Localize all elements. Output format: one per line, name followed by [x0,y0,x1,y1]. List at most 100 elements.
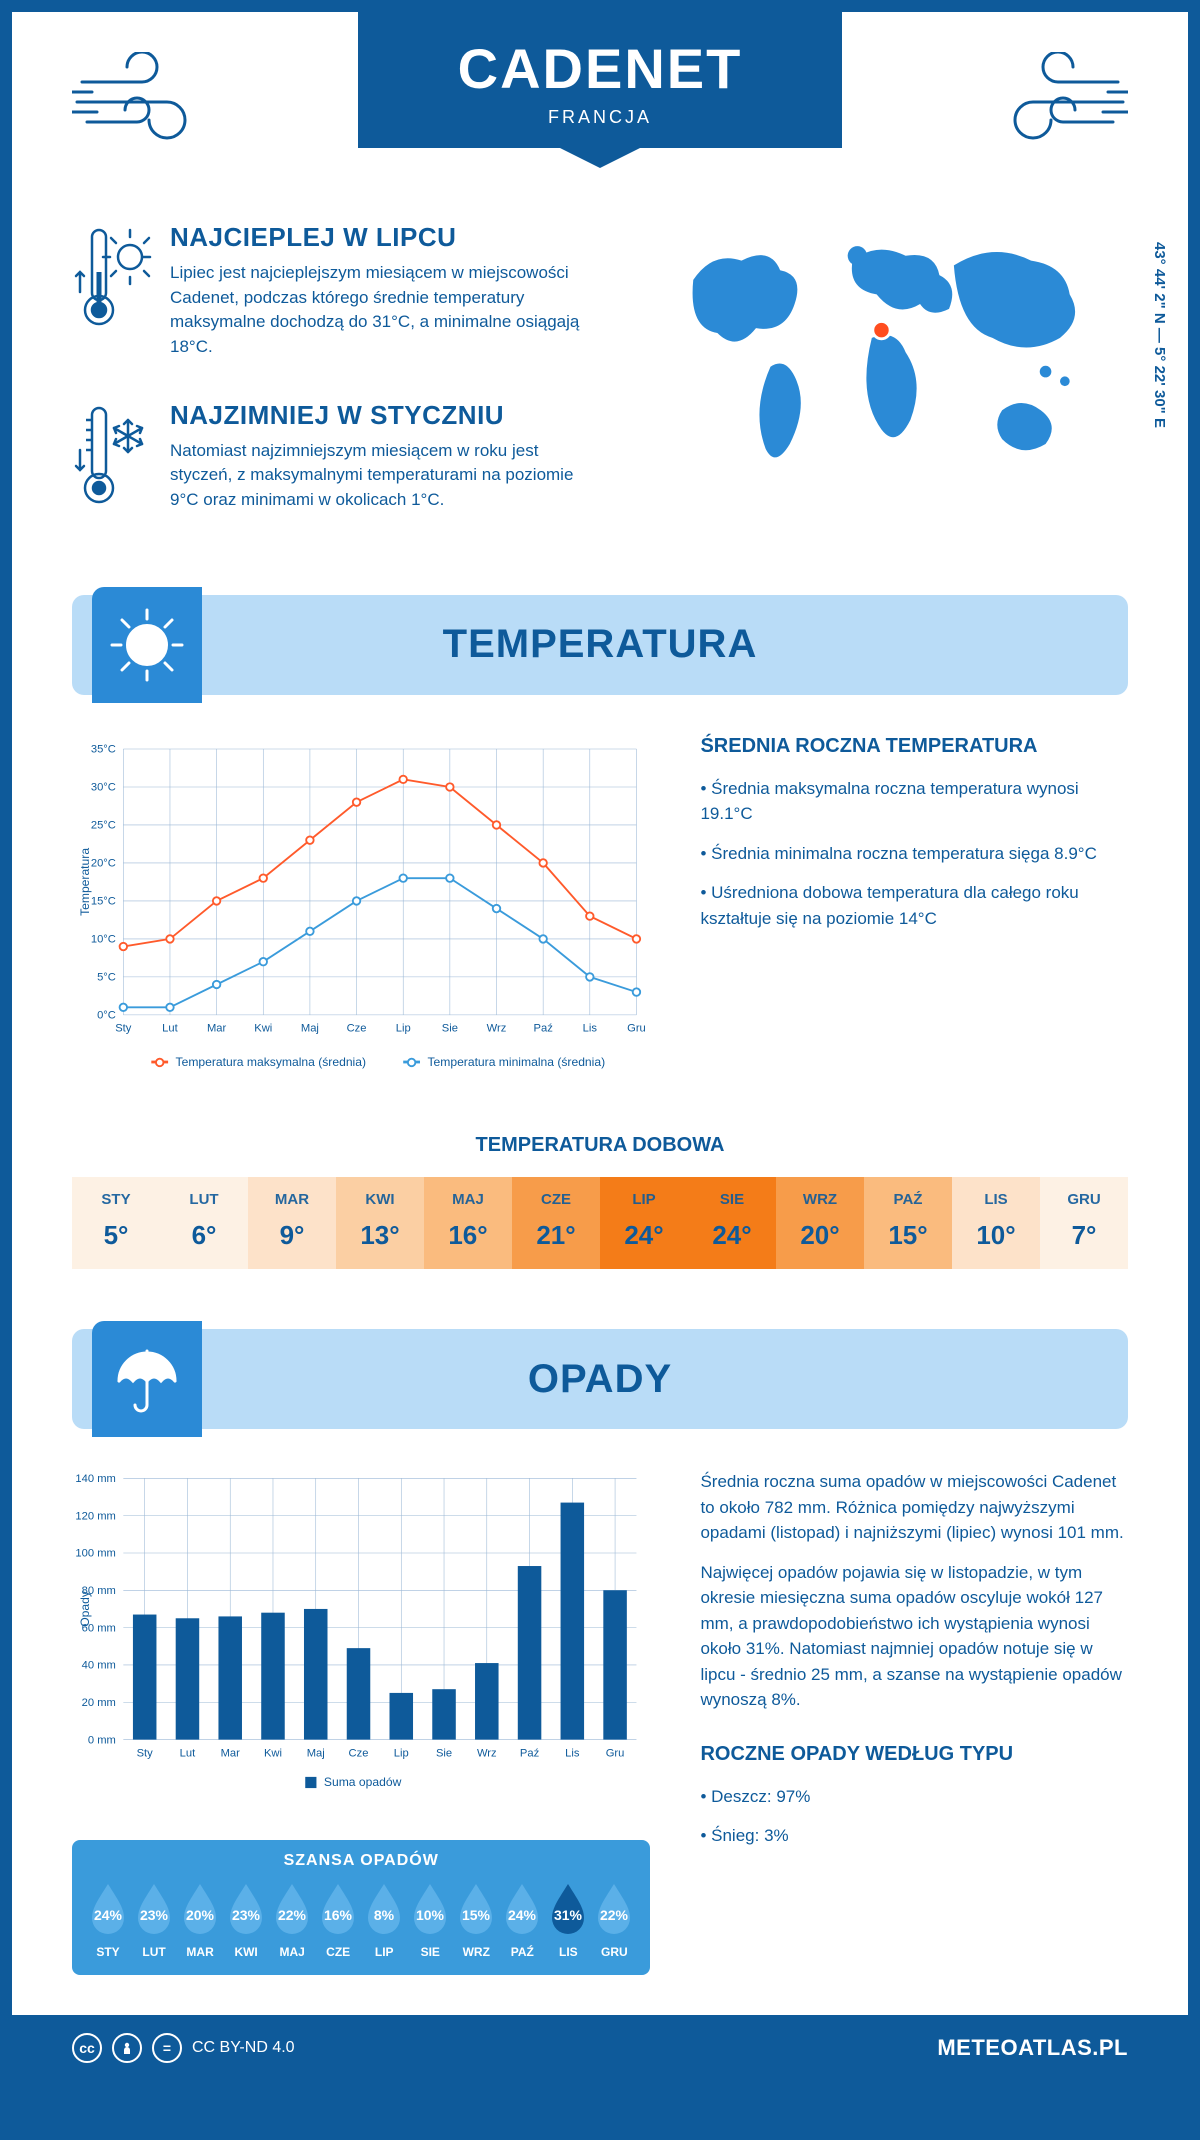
svg-text:30°C: 30°C [91,781,116,793]
rain-text-p2: Najwięcej opadów pojawia się w listopadz… [700,1560,1128,1713]
temp-stat-item: Uśredniona dobowa temperatura dla całego… [700,880,1128,931]
temp-cell: LUT6° [160,1177,248,1269]
intro-section: NAJCIEPLEJ W LIPCU Lipiec jest najcieple… [72,222,1128,565]
svg-text:Lip: Lip [394,1747,409,1759]
svg-text:Paź: Paź [534,1022,554,1034]
rain-drop: 15%WRZ [454,1880,498,1959]
svg-text:20%: 20% [186,1907,215,1923]
cc-icon: cc [72,2033,102,2063]
temperature-row: 0°C5°C10°C15°C20°C25°C30°C35°CStyLutMarK… [72,735,1128,1095]
page-subtitle: FRANCJA [458,107,743,128]
info-hot-text: Lipiec jest najcieplejszym miesiącem w m… [170,261,605,360]
rain-type-item: Śnieg: 3% [700,1823,1128,1849]
rain-drop: 8%LIP [362,1880,406,1959]
svg-text:22%: 22% [278,1907,307,1923]
svg-text:Cze: Cze [347,1022,367,1034]
svg-text:20 mm: 20 mm [82,1697,116,1709]
temperature-line-chart: 0°C5°C10°C15°C20°C25°C30°C35°CStyLutMarK… [72,735,650,1090]
rain-drop: 31%LIS [546,1880,590,1959]
temp-cell: CZE21° [512,1177,600,1269]
svg-text:24%: 24% [94,1907,123,1923]
rain-types-title: ROCZNE OPADY WEDŁUG TYPU [700,1743,1128,1766]
section-title-rain: OPADY [528,1357,672,1402]
temp-stat-item: Średnia maksymalna roczna temperatura wy… [700,776,1128,827]
page: CADENET FRANCJA NAJCIEPLEJ W LIPCU Lipie… [0,0,1200,2093]
svg-text:Lip: Lip [396,1022,411,1034]
temp-cell: GRU7° [1040,1177,1128,1269]
rain-drop: 22%MAJ [270,1880,314,1959]
temp-stats-title: ŚREDNIA ROCZNA TEMPERATURA [700,735,1128,758]
temp-cell: MAR9° [248,1177,336,1269]
svg-text:Paź: Paź [520,1747,540,1759]
svg-text:Mar: Mar [221,1747,241,1759]
svg-text:Maj: Maj [307,1747,325,1759]
info-block-cold: NAJZIMNIEJ W STYCZNIU Natomiast najzimni… [72,400,605,525]
svg-text:23%: 23% [232,1907,261,1923]
svg-text:Temperatura maksymalna (średni: Temperatura maksymalna (średnia) [176,1055,366,1069]
svg-text:15%: 15% [462,1907,491,1923]
svg-text:25°C: 25°C [91,819,116,831]
site-name: METEOATLAS.PL [937,2035,1128,2061]
svg-text:23%: 23% [140,1907,169,1923]
svg-text:Cze: Cze [349,1747,369,1759]
temp-cell: PAŹ15° [864,1177,952,1269]
svg-text:22%: 22% [600,1907,629,1923]
svg-text:Sty: Sty [137,1747,154,1759]
section-title-temperature: TEMPERATURA [443,622,758,667]
rain-type-item: Deszcz: 97% [700,1784,1128,1810]
svg-text:10°C: 10°C [91,933,116,945]
svg-text:24%: 24% [508,1907,537,1923]
page-title: CADENET [458,36,743,101]
temp-cell: WRZ20° [776,1177,864,1269]
svg-text:Temperatura: Temperatura [78,847,92,915]
svg-text:15°C: 15°C [91,895,116,907]
temp-cell: MAJ16° [424,1177,512,1269]
rain-bar-chart: 0 mm20 mm40 mm60 mm80 mm100 mm120 mm140 … [72,1469,650,1805]
svg-text:Lis: Lis [565,1747,580,1759]
svg-text:Temperatura minimalna (średnia: Temperatura minimalna (średnia) [427,1055,605,1069]
rain-drop: 10%SIE [408,1880,452,1959]
nd-icon: = [152,2033,182,2063]
info-cold-title: NAJZIMNIEJ W STYCZNIU [170,400,605,431]
footer: cc = CC BY-ND 4.0 METEOATLAS.PL [12,2015,1188,2081]
svg-text:40 mm: 40 mm [82,1660,116,1672]
svg-text:31%: 31% [554,1907,583,1923]
svg-text:Lis: Lis [583,1022,598,1034]
svg-text:0°C: 0°C [97,1009,116,1021]
svg-text:Wrz: Wrz [477,1747,497,1759]
svg-text:35°C: 35°C [91,743,116,755]
info-hot-title: NAJCIEPLEJ W LIPCU [170,222,605,253]
rain-drop: 23%LUT [132,1880,176,1959]
rain-drop: 24%PAŹ [500,1880,544,1959]
svg-text:20°C: 20°C [91,857,116,869]
license-text: CC BY-ND 4.0 [192,2039,295,2057]
svg-text:Sie: Sie [442,1022,458,1034]
svg-text:140 mm: 140 mm [75,1473,115,1485]
svg-text:Lut: Lut [180,1747,196,1759]
svg-text:100 mm: 100 mm [75,1548,115,1560]
temp-cell: STY5° [72,1177,160,1269]
temp-stat-item: Średnia minimalna roczna temperatura się… [700,841,1128,867]
svg-text:120 mm: 120 mm [75,1510,115,1522]
svg-text:Kwi: Kwi [264,1747,282,1759]
svg-text:Sie: Sie [436,1747,452,1759]
rain-drop: 16%CZE [316,1880,360,1959]
svg-text:Sty: Sty [115,1022,132,1034]
info-cold-text: Natomiast najzimniejszym miesiącem w rok… [170,439,605,513]
temp-cell: LIS10° [952,1177,1040,1269]
rain-drop: 22%GRU [592,1880,636,1959]
temp-cell: KWI13° [336,1177,424,1269]
svg-text:5°C: 5°C [97,971,116,983]
rain-drop: 23%KWI [224,1880,268,1959]
header: CADENET FRANCJA [72,52,1128,152]
svg-text:16%: 16% [324,1907,353,1923]
svg-text:Mar: Mar [207,1022,227,1034]
title-banner: CADENET FRANCJA [358,12,843,148]
svg-text:Wrz: Wrz [487,1022,507,1034]
svg-text:Lut: Lut [162,1022,178,1034]
svg-text:Opady: Opady [78,1590,92,1627]
rain-types-list: Deszcz: 97% Śnieg: 3% [700,1784,1128,1849]
rain-row: 0 mm20 mm40 mm60 mm80 mm100 mm120 mm140 … [72,1469,1128,1975]
wind-icon-left [72,52,212,152]
rain-text-p1: Średnia roczna suma opadów w miejscowośc… [700,1469,1128,1546]
